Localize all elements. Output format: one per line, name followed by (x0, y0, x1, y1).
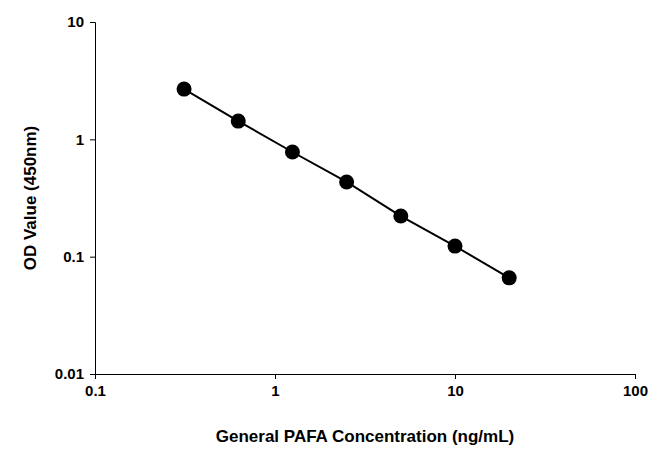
point (339, 174, 354, 189)
point (177, 82, 192, 97)
tick: 10 (67, 13, 95, 30)
line (184, 89, 509, 278)
tick-label: 1 (76, 131, 84, 148)
y-axis: 0.01 0.1 1 10 (55, 13, 96, 382)
tick-mark (90, 374, 95, 375)
tick-label: 100 (623, 382, 648, 399)
tick-mark (90, 139, 95, 140)
x-axis: 0.1 1 10 100 (85, 374, 648, 399)
tick-mark (275, 374, 276, 379)
tick-label: 0.1 (63, 248, 84, 265)
tick-mark (635, 374, 636, 379)
y-axis-title: OD Value (450nm) (21, 126, 40, 271)
tick-mark (455, 374, 456, 379)
tick: 0.01 (55, 365, 95, 382)
tick: 0.1 (63, 248, 95, 265)
tick: 100 (623, 374, 648, 399)
point (285, 144, 300, 159)
tick-label: 10 (67, 13, 84, 30)
tick: 0.1 (85, 374, 106, 399)
marks (177, 82, 517, 286)
plot: 0.11101000.010.1110 (55, 13, 648, 398)
point (502, 270, 517, 285)
point (393, 209, 408, 224)
axis-line (96, 375, 636, 380)
tick-label: 0.1 (85, 382, 106, 399)
tick-label: 1 (271, 382, 279, 399)
tick-mark (90, 22, 95, 23)
tick-mark (90, 257, 95, 258)
tick-label: 10 (447, 382, 464, 399)
tick: 1 (271, 374, 279, 399)
axis-line (90, 23, 96, 375)
point (231, 114, 246, 129)
tick-label: 0.01 (55, 365, 84, 382)
point (448, 239, 463, 254)
chart: 0.11101000.010.1110General PAFA Concentr… (0, 0, 668, 454)
tick: 10 (447, 374, 464, 399)
tick: 1 (76, 131, 95, 148)
x-axis-title: General PAFA Concentration (ng/mL) (216, 427, 514, 446)
